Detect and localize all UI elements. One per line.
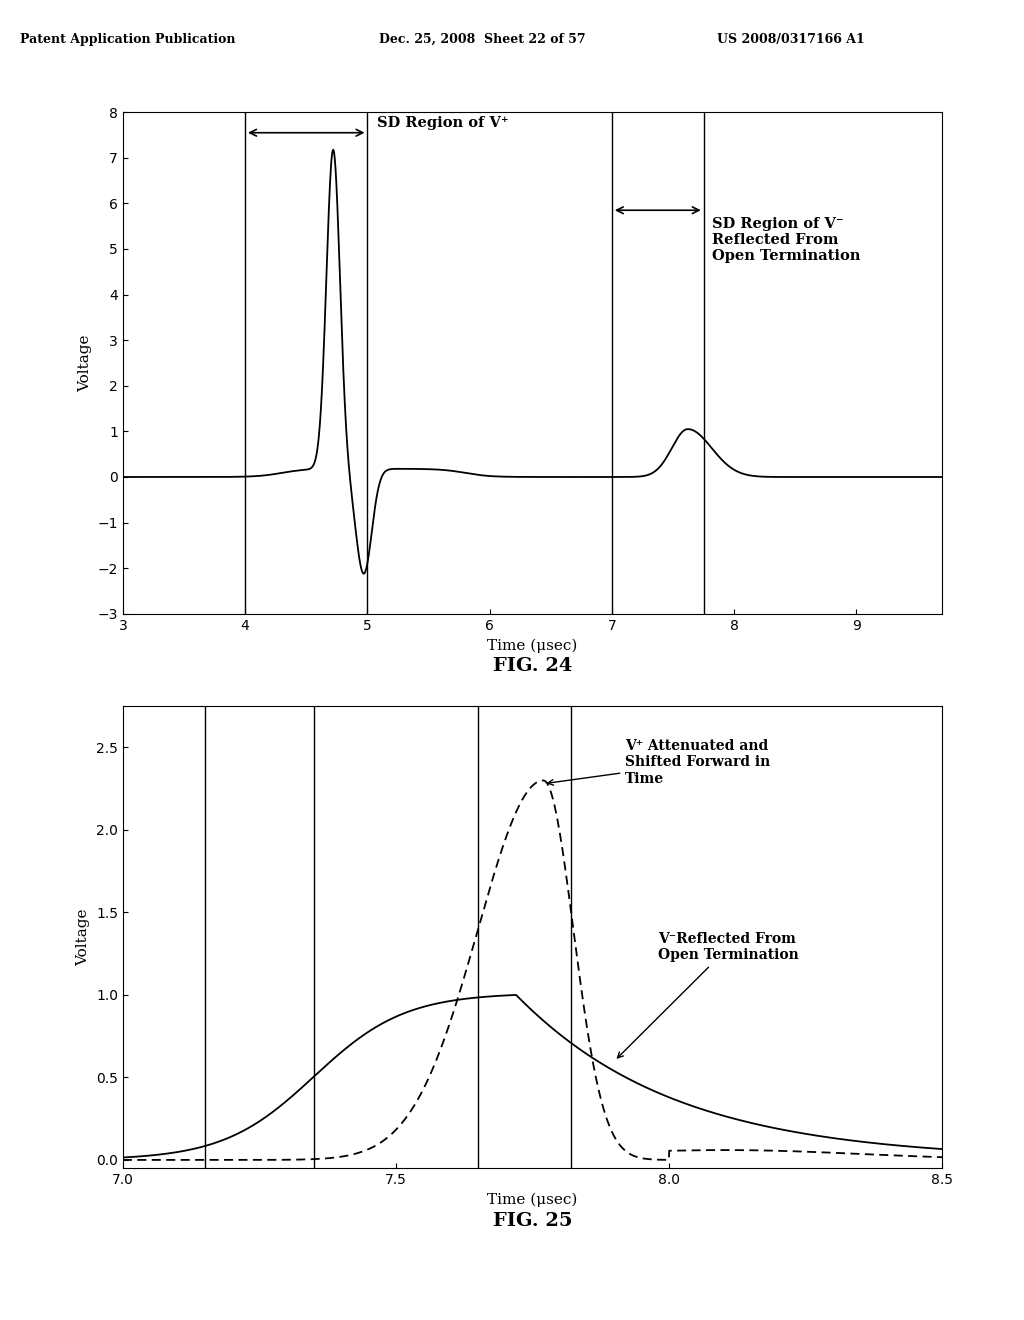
X-axis label: Time (μsec): Time (μsec): [487, 1192, 578, 1206]
Text: SD Region of V⁺: SD Region of V⁺: [377, 116, 509, 129]
Text: SD Region of V⁻
Reflected From
Open Termination: SD Region of V⁻ Reflected From Open Term…: [713, 216, 860, 264]
Text: Dec. 25, 2008  Sheet 22 of 57: Dec. 25, 2008 Sheet 22 of 57: [379, 33, 586, 46]
Text: US 2008/0317166 A1: US 2008/0317166 A1: [717, 33, 864, 46]
Text: FIG. 25: FIG. 25: [493, 1212, 572, 1230]
Y-axis label: Voltage: Voltage: [78, 334, 92, 392]
Y-axis label: Voltage: Voltage: [77, 908, 90, 966]
Text: Patent Application Publication: Patent Application Publication: [20, 33, 236, 46]
X-axis label: Time (μsec): Time (μsec): [487, 638, 578, 652]
Text: FIG. 24: FIG. 24: [493, 657, 572, 676]
Text: V⁺ Attenuated and
Shifted Forward in
Time: V⁺ Attenuated and Shifted Forward in Tim…: [548, 739, 771, 785]
Text: V⁻Reflected From
Open Termination: V⁻Reflected From Open Termination: [617, 932, 799, 1057]
